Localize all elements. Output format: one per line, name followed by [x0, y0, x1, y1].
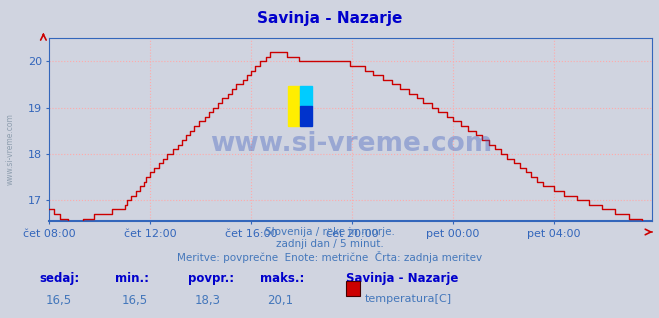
- Text: povpr.:: povpr.:: [188, 272, 234, 285]
- Text: 16,5: 16,5: [122, 294, 148, 307]
- Text: 20,1: 20,1: [267, 294, 293, 307]
- Text: temperatura[C]: temperatura[C]: [364, 294, 451, 304]
- Text: maks.:: maks.:: [260, 272, 304, 285]
- Text: min.:: min.:: [115, 272, 150, 285]
- Bar: [300, 106, 312, 126]
- Text: Savinja - Nazarje: Savinja - Nazarje: [257, 11, 402, 26]
- Text: Slovenija / reke in morje.: Slovenija / reke in morje.: [264, 227, 395, 237]
- Text: Meritve: povprečne  Enote: metrične  Črta: zadnja meritev: Meritve: povprečne Enote: metrične Črta:…: [177, 251, 482, 263]
- Text: www.si-vreme.com: www.si-vreme.com: [210, 131, 492, 157]
- Text: www.si-vreme.com: www.si-vreme.com: [5, 114, 14, 185]
- Text: sedaj:: sedaj:: [40, 272, 80, 285]
- Text: 16,5: 16,5: [46, 294, 72, 307]
- Bar: [287, 86, 300, 126]
- Bar: [300, 86, 312, 106]
- Text: Savinja - Nazarje: Savinja - Nazarje: [346, 272, 459, 285]
- Text: zadnji dan / 5 minut.: zadnji dan / 5 minut.: [275, 239, 384, 249]
- Text: 18,3: 18,3: [194, 294, 220, 307]
